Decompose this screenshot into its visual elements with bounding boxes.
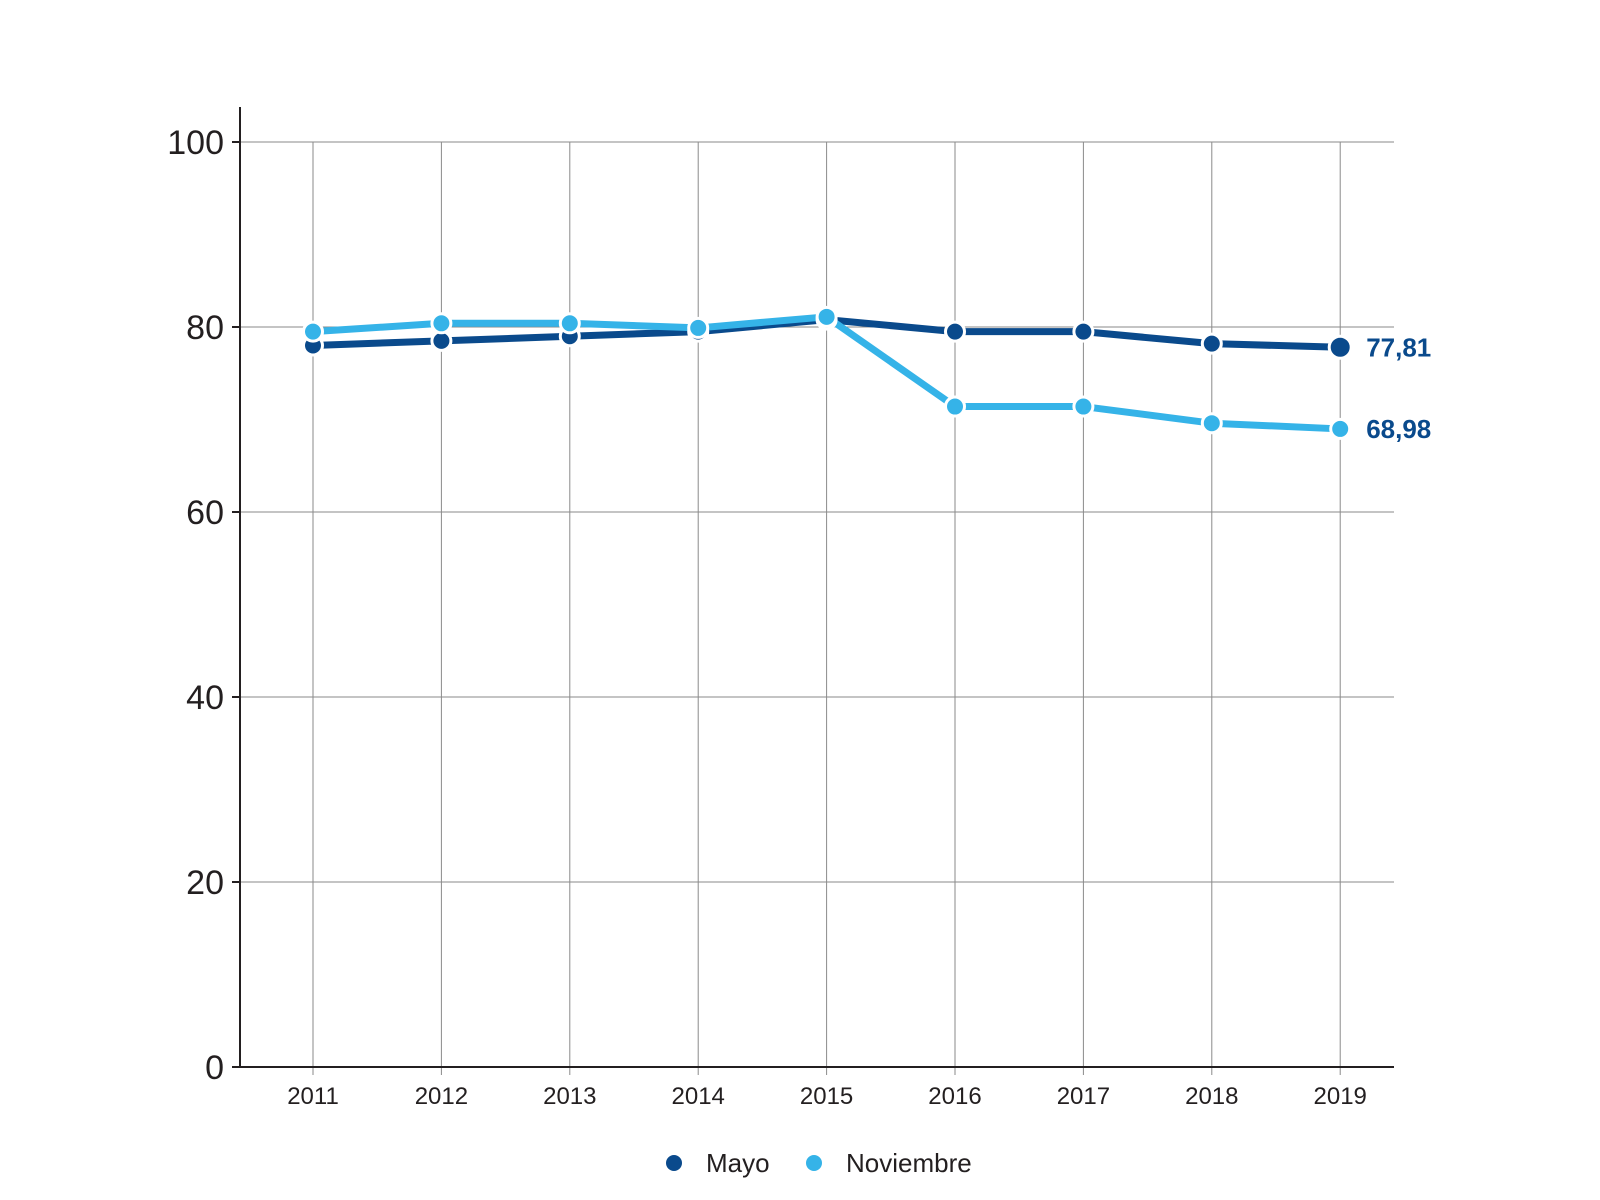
end-value-label: 68,98: [1366, 414, 1431, 444]
legend-label: Mayo: [706, 1148, 770, 1178]
data-point-noviembre: [687, 316, 710, 339]
x-axis-ticks: 2011 2012 2013 2014 2015 2016 2017 2018 2019: [287, 1083, 1367, 1110]
data-point-noviembre: [302, 320, 324, 343]
x-tick-label: 2015: [800, 1083, 853, 1110]
data-point-noviembre: [1200, 412, 1223, 435]
data-point-noviembre: [558, 312, 581, 335]
legend-marker: [806, 1155, 822, 1171]
x-tick-label: 2017: [1057, 1083, 1110, 1110]
data-point-noviembre: [1329, 417, 1352, 440]
legend-label: Noviembre: [846, 1148, 972, 1178]
x-tick-label: 2016: [928, 1083, 981, 1110]
x-tick-label: 2019: [1314, 1083, 1367, 1110]
y-tick-label: 100: [167, 124, 224, 162]
legend: Mayo Noviembre: [666, 1148, 972, 1178]
y-tick-label: 20: [186, 864, 224, 902]
end-labels: 77,81 68,98: [1366, 332, 1431, 444]
data-point-mayo: [1200, 332, 1223, 355]
x-tick-label: 2013: [543, 1083, 596, 1110]
x-tick-label: 2011: [287, 1083, 339, 1110]
x-tick-label: 2014: [672, 1083, 725, 1110]
y-tick-label: 0: [205, 1049, 224, 1087]
series-group: [302, 305, 1353, 440]
x-tick-label: 2012: [415, 1083, 468, 1110]
y-tick-label: 40: [186, 679, 224, 717]
data-point-mayo: [1072, 320, 1095, 343]
data-point-mayo: [1327, 334, 1353, 360]
legend-marker: [666, 1155, 682, 1171]
y-tick-label: 80: [186, 309, 224, 347]
axes: [232, 107, 1394, 1068]
data-point-noviembre: [815, 305, 838, 328]
data-point-noviembre: [1072, 395, 1095, 418]
data-point-noviembre: [430, 312, 453, 335]
end-value-label: 77,81: [1366, 332, 1431, 362]
y-tick-label: 60: [186, 494, 224, 532]
data-point-mayo: [944, 320, 966, 343]
y-axis-ticks: 0 20 40 60 80 100: [167, 124, 224, 1087]
grid: [240, 141, 1394, 1075]
x-tick-label: 2018: [1185, 1083, 1238, 1110]
data-point-noviembre: [944, 395, 966, 418]
